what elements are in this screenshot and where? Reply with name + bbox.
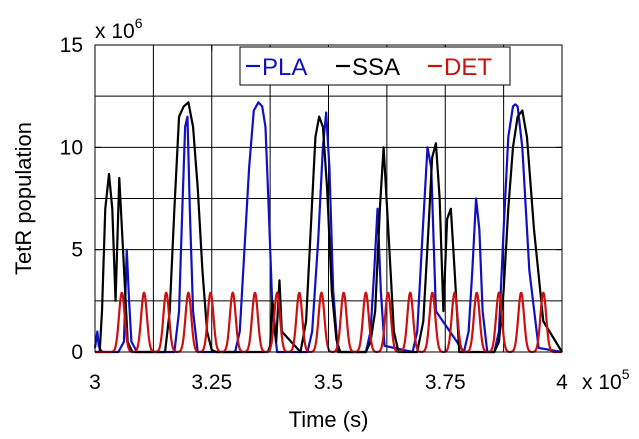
y-axis-label: TetR population [11, 122, 36, 275]
x-axis-multiplier: x 105 [582, 366, 630, 394]
axis-ticks: 3 3.25 3.5 3.75 4 0 5 10 15 [60, 34, 569, 394]
legend-entry-label: DET [444, 54, 492, 81]
x-multiplier-exponent: 5 [622, 366, 630, 382]
x-multiplier-base: x 10 [582, 371, 622, 394]
x-tick-label: 3.75 [425, 371, 466, 394]
x-tick-label: 3.5 [314, 371, 343, 394]
x-tick-label: 3.25 [191, 371, 232, 394]
x-axis-label: Time (s) [289, 407, 369, 432]
legend-box [239, 46, 511, 86]
y-tick-label: 0 [71, 341, 83, 364]
y-multiplier-exponent: 6 [135, 15, 143, 31]
y-multiplier-base: x 10 [95, 20, 135, 43]
legend: PLA SSA DET [239, 46, 511, 86]
x-tick-label: 3 [89, 371, 101, 394]
legend-entry-label: PLA [262, 54, 307, 81]
y-tick-label: 10 [60, 136, 83, 159]
x-tick-label: 4 [556, 371, 568, 394]
y-tick-label: 15 [60, 34, 83, 57]
legend-entry-label: SSA [352, 54, 400, 81]
y-tick-label: 5 [71, 239, 83, 262]
y-axis-multiplier: x 106 [95, 15, 143, 43]
